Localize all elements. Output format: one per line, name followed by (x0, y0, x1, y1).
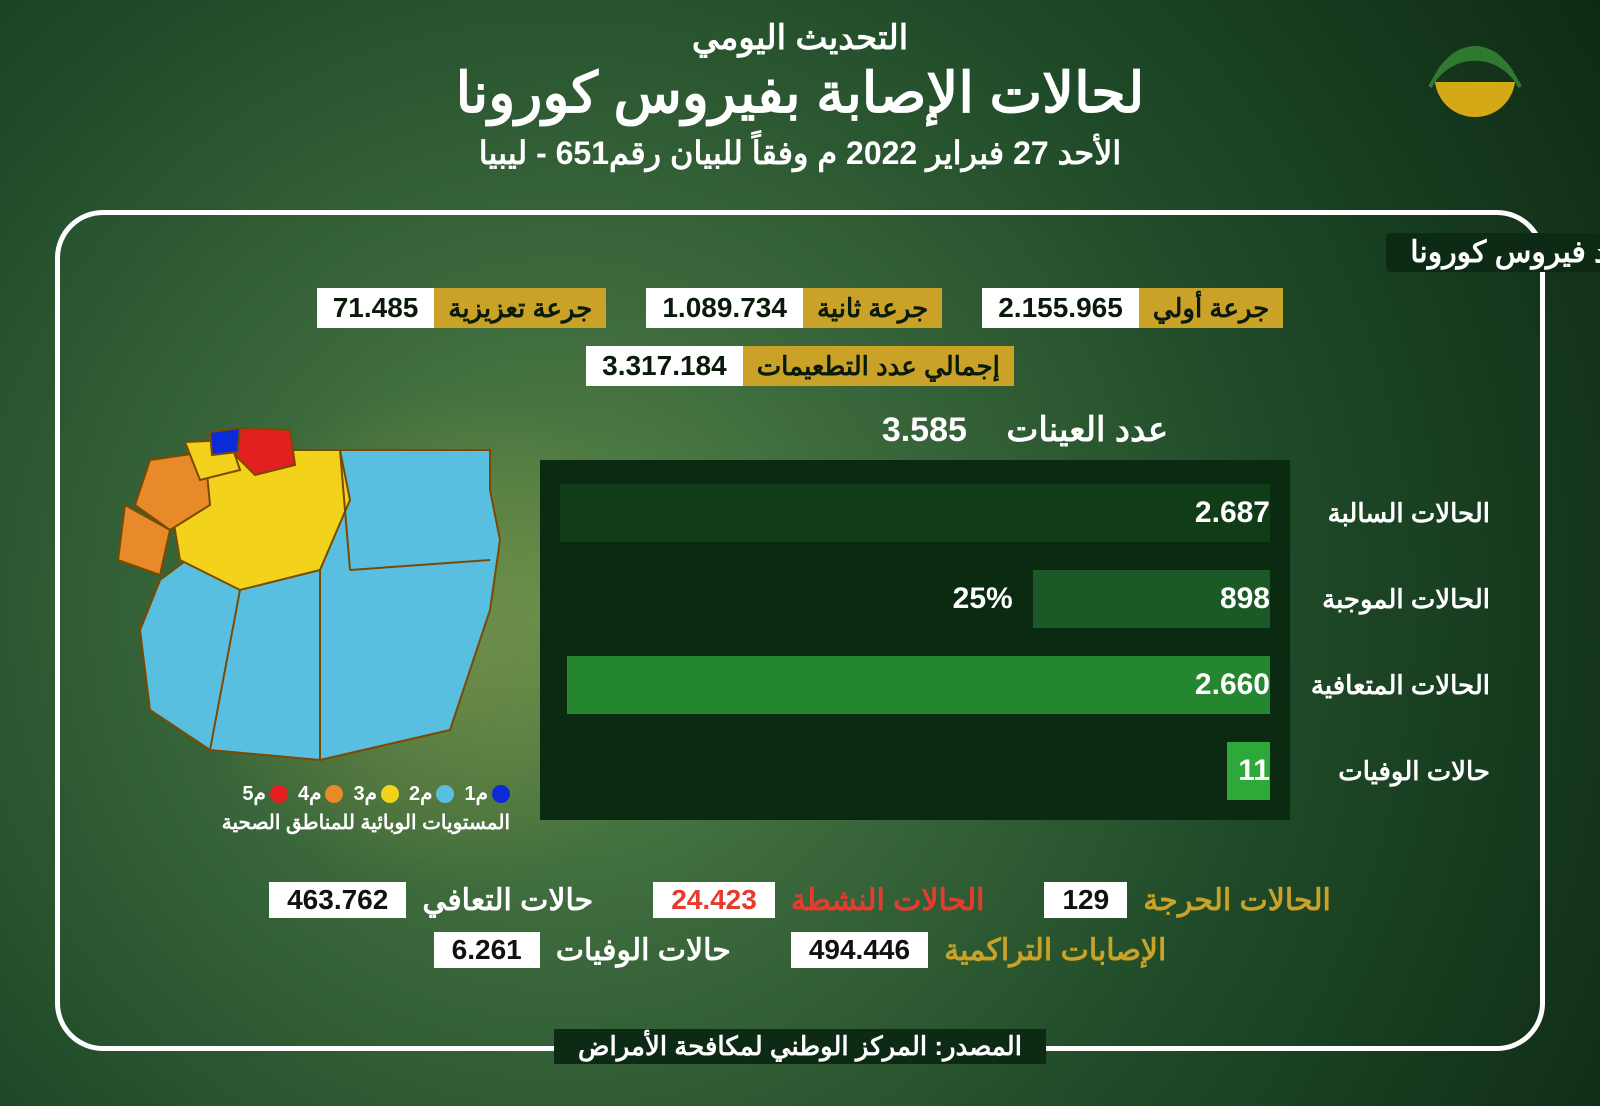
recovered-value: 463.762 (269, 882, 406, 918)
active-label: الحالات النشطة (791, 883, 985, 918)
libya-map (90, 410, 510, 770)
legend-label: م1 (464, 781, 488, 806)
map-legend: م1 م2 م3 م4 م5 (90, 781, 510, 806)
main-panel: إجمالي عدد المطعمين ضد فيروس كورونا جرعة… (55, 210, 1545, 1051)
bar-fill: 898 (1033, 570, 1270, 628)
bar-extra: 25% (953, 582, 1013, 616)
legend-swatch (436, 785, 454, 803)
legend-item: م2 (409, 781, 455, 806)
bar-label: الحالات الموجبة (1290, 584, 1490, 615)
legend-item: م4 (298, 781, 344, 806)
header-date-line: الأحد 27 فبراير 2022 م وفقاً للبيان رقم6… (0, 134, 1600, 172)
map-column: م1 م2 م3 م4 م5 المستويات الوبائية للمناطق ال… (90, 410, 510, 835)
source-line: المصدر: المركز الوطني لمكافحة الأمراض (554, 1029, 1046, 1064)
legend-label: م3 (353, 781, 377, 806)
legend-item: م5 (242, 781, 288, 806)
bar-label: الحالات المتعافية (1290, 670, 1490, 701)
booster-value: 71.485 (317, 288, 435, 328)
dose1-label: جرعة أولي (1139, 288, 1283, 328)
critical-value: 129 (1044, 882, 1127, 918)
dose2-value: 1.089.734 (646, 288, 803, 328)
bar-fill: 11 (1227, 742, 1270, 800)
legend-label: م5 (242, 781, 266, 806)
legend-swatch (325, 785, 343, 803)
bar-row: حالات الوفيات11 (560, 736, 1270, 806)
critical-label: الحالات الحرجة (1143, 883, 1331, 918)
stat-critical: الحالات الحرجة 129 (1044, 882, 1330, 918)
vaccination-total-label: إجمالي عدد التطعيمات (743, 346, 1014, 386)
samples-label: عدد العينات (1006, 411, 1168, 449)
vaccination-total-value: 3.317.184 (586, 346, 743, 386)
bar-fill: 2.687 (560, 484, 1270, 542)
header: التحديث اليومي لحالات الإصابة بفيروس كور… (0, 0, 1600, 172)
bar-row: الحالات المتعافية2.660 (560, 650, 1270, 720)
legend-swatch (381, 785, 399, 803)
deaths-value: 6.261 (434, 932, 540, 968)
dose2-chip: جرعة ثانية 1.089.734 (646, 288, 942, 328)
legend-swatch (492, 785, 510, 803)
dose1-chip: جرعة أولي 2.155.965 (982, 288, 1283, 328)
stat-cumulative: الإصابات التراكمية 494.446 (791, 932, 1167, 968)
active-value: 24.423 (653, 882, 775, 918)
dose2-label: جرعة ثانية (803, 288, 942, 328)
bar-row: الحالات السالبة2.687 (560, 478, 1270, 548)
vaccination-total-chip: إجمالي عدد التطعيمات 3.317.184 (586, 346, 1014, 386)
bar-chart: الحالات السالبة2.687الحالات الموجبة89825… (540, 460, 1290, 820)
deaths-label: حالات الوفيات (556, 933, 731, 968)
vaccination-total-row: إجمالي عدد التطعيمات 3.317.184 (90, 346, 1510, 386)
vaccination-section-title: إجمالي عدد المطعمين ضد فيروس كورونا (1386, 233, 1600, 272)
legend-label: م4 (298, 781, 322, 806)
legend-label: م2 (409, 781, 433, 806)
stat-deaths: حالات الوفيات 6.261 (434, 932, 731, 968)
bar-fill: 2.660 (567, 656, 1270, 714)
legend-item: م1 (464, 781, 510, 806)
summary-stats: الحالات الحرجة 129 الحالات النشطة 24.423… (90, 882, 1510, 982)
map-legend-caption: المستويات الوبائية للمناطق الصحية (90, 810, 510, 835)
cumulative-label: الإصابات التراكمية (944, 933, 1166, 968)
stat-active: الحالات النشطة 24.423 (653, 882, 984, 918)
legend-swatch (270, 785, 288, 803)
header-subtitle: التحديث اليومي (0, 18, 1600, 58)
header-title: لحالات الإصابة بفيروس كورونا (0, 60, 1600, 126)
samples-value: 3.585 (882, 411, 967, 449)
samples-line: عدد العينات 3.585 (540, 410, 1510, 450)
stat-recovered: حالات التعافي 463.762 (269, 882, 593, 918)
recovered-label: حالات التعافي (422, 883, 593, 918)
legend-item: م3 (353, 781, 399, 806)
bar-label: الحالات السالبة (1290, 498, 1490, 529)
ncdc-logo (1410, 32, 1540, 122)
booster-chip: جرعة تعزيزية 71.485 (317, 288, 607, 328)
bar-label: حالات الوفيات (1290, 756, 1490, 787)
chart-column: عدد العينات 3.585 الحالات السالبة2.687ال… (540, 410, 1510, 835)
bar-row: الحالات الموجبة89825% (560, 564, 1270, 634)
vaccination-row: جرعة أولي 2.155.965 جرعة ثانية 1.089.734… (90, 288, 1510, 328)
dose1-value: 2.155.965 (982, 288, 1139, 328)
booster-label: جرعة تعزيزية (434, 288, 606, 328)
cumulative-value: 494.446 (791, 932, 928, 968)
